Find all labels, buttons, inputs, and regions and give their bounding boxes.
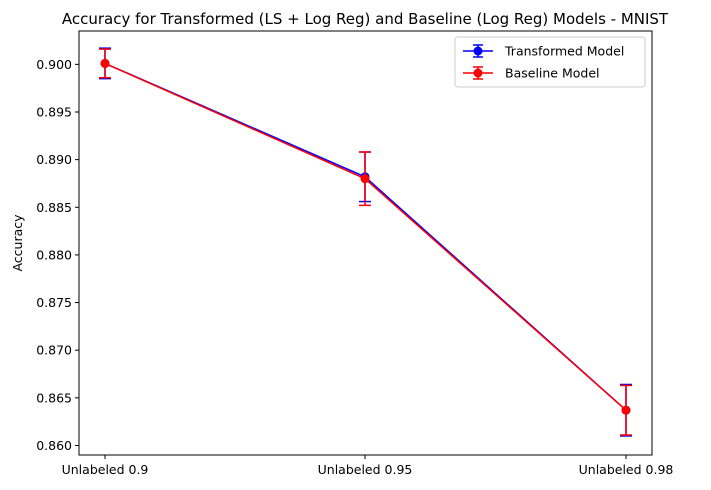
chart-title: Accuracy for Transformed (LS + Log Reg) …	[62, 10, 669, 28]
y-axis: 0.860 0.865 0.870 0.875 0.880 0.885 0.890 0.895…	[36, 57, 79, 453]
legend-entry: Baseline Model	[463, 66, 600, 81]
y-tick-label: 0.865	[36, 390, 72, 405]
legend-box	[454, 36, 646, 88]
series-baseline	[99, 48, 632, 436]
series-transformed	[99, 47, 632, 437]
plot-area	[78, 30, 653, 456]
data-point	[100, 58, 110, 68]
legend: Transformed Model Baseline Model	[454, 36, 646, 88]
data-point	[621, 405, 631, 415]
series-layer	[99, 47, 632, 437]
y-tick-label: 0.895	[36, 104, 72, 119]
y-tick-label: 0.885	[36, 200, 72, 215]
legend-label: Transformed Model	[504, 44, 624, 59]
x-tick-label: Unlabeled 0.98	[579, 462, 674, 477]
series-line	[104, 62, 627, 411]
x-tick-label: Unlabeled 0.9	[62, 462, 149, 477]
x-axis: Unlabeled 0.9 Unlabeled 0.95 Unlabeled 0.9…	[62, 455, 674, 477]
legend-entry: Transformed Model	[463, 44, 624, 59]
y-tick-label: 0.860	[36, 438, 72, 453]
x-tick-label: Unlabeled 0.95	[318, 462, 413, 477]
y-tick-label: 0.875	[36, 295, 72, 310]
data-point	[360, 174, 370, 184]
y-tick-label: 0.870	[36, 343, 72, 358]
y-tick-label: 0.880	[36, 247, 72, 262]
y-tick-label: 0.900	[36, 57, 72, 72]
y-axis-label: Accuracy	[10, 214, 25, 272]
legend-marker	[473, 68, 483, 78]
y-tick-label: 0.890	[36, 152, 72, 167]
legend-marker	[473, 46, 483, 56]
legend-label: Baseline Model	[505, 66, 600, 81]
series-line	[104, 62, 627, 411]
